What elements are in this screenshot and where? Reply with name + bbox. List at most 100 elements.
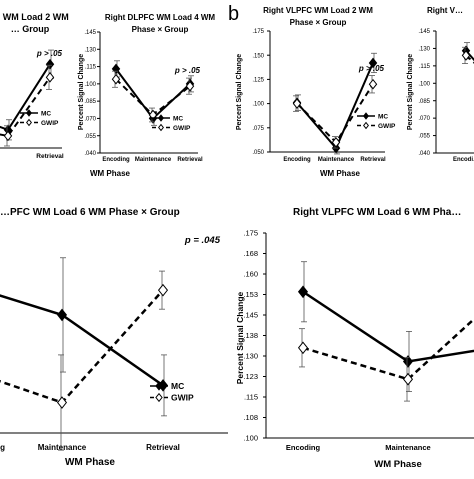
p1-title-line: … WM Load 2 WM bbox=[0, 12, 69, 22]
p3-y-axis-label: Percent Signal Change bbox=[236, 54, 243, 130]
p5-point-gwip bbox=[157, 283, 169, 297]
p5-legend-label-gwip: GWIP bbox=[171, 393, 194, 403]
panel-label: b bbox=[228, 3, 239, 25]
p2-legend-marker-gwip bbox=[158, 123, 164, 132]
p6-y-tick-label: .145 bbox=[243, 311, 258, 320]
p5-legend-label-mc: MC bbox=[171, 381, 184, 391]
p2-legend-marker-mc bbox=[158, 114, 164, 122]
p4-point-gwip bbox=[461, 50, 471, 61]
p6-line-mc bbox=[302, 290, 474, 363]
p5-title-line: …PFC WM Load 6 WM Phase × Group bbox=[0, 207, 180, 218]
p5-x-tick-label: Maintenance bbox=[38, 443, 87, 452]
p4-title-line: Right V… bbox=[427, 6, 463, 15]
p6-y-tick-label: .115 bbox=[244, 393, 258, 402]
p6-y-tick-label: .108 bbox=[243, 413, 258, 422]
p1-title-line: … Group bbox=[11, 24, 50, 34]
p4-y-tick-label: .115 bbox=[419, 64, 431, 70]
p3-y-tick-label: .150 bbox=[252, 53, 264, 59]
p4-y-tick-label: .040 bbox=[418, 151, 430, 157]
p2-x-tick-label: Encoding bbox=[102, 157, 130, 163]
p5-line-mc bbox=[0, 294, 164, 387]
p2-x-tick-label: Retrieval bbox=[177, 157, 203, 163]
p3-x-tick-label: Encoding bbox=[283, 157, 311, 163]
p6-y-tick-label: .168 bbox=[243, 249, 258, 258]
p3-y-tick-label: .125 bbox=[252, 78, 264, 84]
p2-y-tick-label: .085 bbox=[84, 99, 96, 105]
p5-x-tick-label: …ing bbox=[0, 443, 5, 452]
p2-title-line: Phase × Group bbox=[132, 25, 189, 34]
p4-line-gwip bbox=[465, 54, 474, 64]
p3-point-gwip bbox=[331, 137, 341, 148]
p3-point-mc bbox=[368, 57, 378, 69]
p3-y-tick-label: .100 bbox=[252, 102, 264, 108]
p2-y-tick-label: .145 bbox=[84, 30, 96, 36]
p6-y-tick-label: .153 bbox=[243, 290, 258, 299]
p2-y-tick-label: .115 bbox=[85, 65, 97, 71]
p3-x-tick-label: Maintenance bbox=[318, 157, 355, 163]
p1-point-gwip bbox=[3, 130, 13, 142]
p5-point-gwip bbox=[56, 396, 68, 409]
p5-legend-marker-gwip bbox=[155, 392, 163, 403]
p2-y-tick-label: .100 bbox=[84, 82, 96, 88]
p6-y-tick-label: .100 bbox=[243, 434, 258, 443]
p3-title-line: Phase × Group bbox=[290, 18, 347, 27]
p2-point-mc bbox=[111, 63, 121, 75]
p3-point-gwip bbox=[368, 78, 378, 90]
p4-x-tick-label: Encodi… bbox=[453, 157, 474, 163]
p2-y-tick-label: .130 bbox=[84, 47, 96, 53]
p2-x-axis-label: WM Phase bbox=[90, 169, 131, 178]
p2-y-tick-label: .055 bbox=[84, 134, 96, 140]
p2-y-axis-label: Percent Signal Change bbox=[78, 54, 85, 130]
p3-y-tick-label: .175 bbox=[252, 29, 264, 35]
p6-y-tick-label: .123 bbox=[243, 372, 258, 381]
p3-legend-label-gwip: GWIP bbox=[378, 123, 396, 130]
p5-annotation: p = .045 bbox=[184, 235, 221, 246]
p6-title-line: Right VLPFC WM Load 6 WM Pha… bbox=[293, 207, 461, 218]
p4-y-tick-label: .085 bbox=[418, 99, 430, 105]
p4-y-tick-label: .145 bbox=[418, 29, 430, 35]
p4-y-tick-label: .130 bbox=[418, 47, 430, 53]
p3-legend-label-mc: MC bbox=[378, 113, 388, 120]
p4-y-axis-label: Percent Signal Change bbox=[407, 54, 414, 130]
p1-legend-marker-mc bbox=[26, 109, 32, 117]
p6-x-axis-label: WM Phase bbox=[374, 459, 422, 470]
p5-line-gwip bbox=[0, 289, 164, 404]
p6-y-tick-label: .138 bbox=[243, 331, 258, 340]
p5-x-axis-label: WM Phase bbox=[65, 457, 115, 468]
p3-line-gwip bbox=[296, 83, 374, 144]
p5-x-tick-label: Retrieval bbox=[146, 443, 180, 452]
p3-point-gwip bbox=[292, 98, 302, 109]
p3-annotation: p > .05 bbox=[358, 64, 385, 73]
p3-legend-marker-gwip bbox=[363, 121, 369, 130]
p2-y-tick-label: .040 bbox=[84, 151, 96, 157]
p1-x-tick-label: Retrieval bbox=[36, 153, 64, 160]
p1-annotation: p > .05 bbox=[36, 49, 63, 58]
p3-line-mc bbox=[296, 62, 374, 150]
p6-y-tick-label: .130 bbox=[243, 352, 258, 361]
p6-y-tick-label: .175 bbox=[243, 229, 258, 238]
p3-y-tick-label: .050 bbox=[252, 150, 264, 156]
p3-title-line: Right VLPFC WM Load 2 WM bbox=[263, 6, 373, 15]
p1-legend-label-mc: MC bbox=[41, 110, 51, 117]
p2-annotation: p > .05 bbox=[174, 66, 201, 75]
p6-line-gwip bbox=[302, 317, 474, 381]
p6-point-gwip bbox=[297, 341, 309, 355]
p1-point-mc bbox=[45, 58, 55, 70]
p3-x-tick-label: Retrieval bbox=[360, 157, 386, 163]
p2-y-tick-label: .070 bbox=[84, 117, 96, 123]
p1-point-gwip bbox=[45, 72, 55, 83]
p2-legend-label-mc: MC bbox=[173, 115, 183, 122]
p6-point-mc bbox=[402, 355, 414, 368]
p6-point-mc bbox=[297, 285, 309, 299]
p2-legend-label-gwip: GWIP bbox=[173, 125, 191, 132]
p1-legend-label-gwip: GWIP bbox=[41, 120, 59, 127]
p6-y-axis-label: Percent Signal Change bbox=[235, 291, 245, 384]
p3-x-axis-label: WM Phase bbox=[320, 169, 361, 178]
p2-point-gwip bbox=[111, 73, 121, 85]
p2-title-line: Right DLPFC WM Load 4 WM bbox=[105, 13, 216, 22]
p5-legend-marker-mc bbox=[155, 381, 163, 391]
p4-y-tick-label: .070 bbox=[418, 116, 430, 122]
p5-point-mc bbox=[56, 308, 68, 322]
